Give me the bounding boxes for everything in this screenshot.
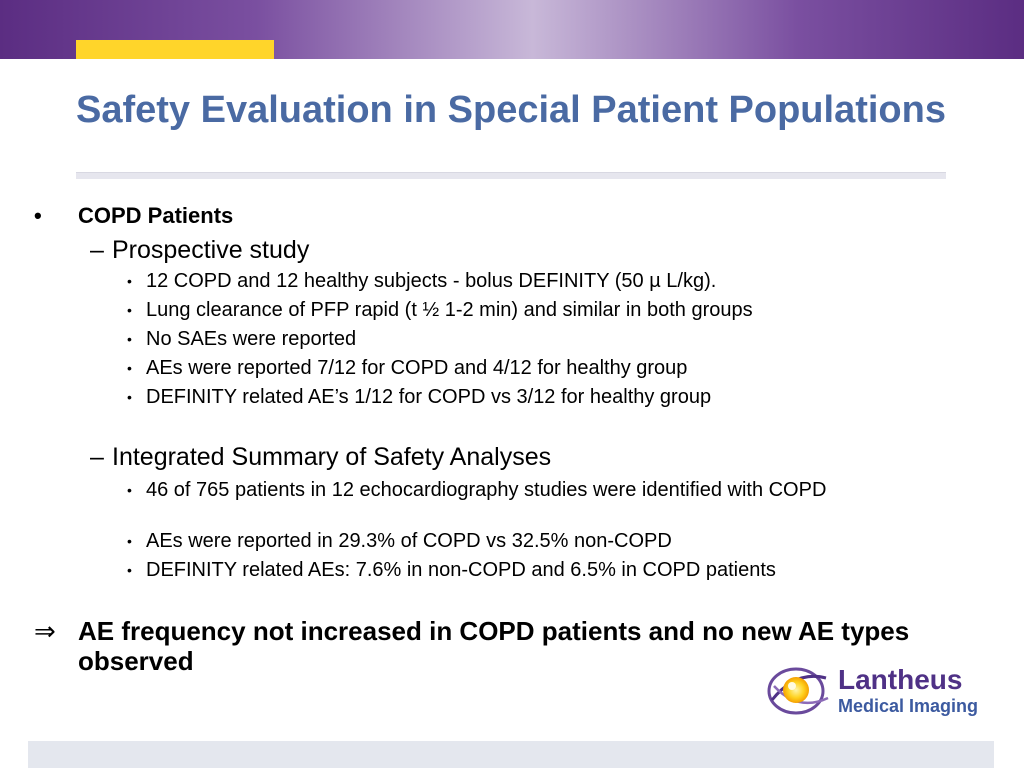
list-item: • 12 COPD and 12 healthy subjects - bolu… bbox=[127, 270, 717, 292]
logo-name: Lantheus bbox=[838, 664, 963, 695]
bullet-dot: • bbox=[127, 360, 132, 376]
bullet-dot: • bbox=[127, 482, 132, 498]
conclusion-text: AE frequency not increased in COPD patie… bbox=[78, 616, 910, 676]
slide-title: Safety Evaluation in Special Patient Pop… bbox=[76, 89, 946, 131]
list-item: • 46 of 765 patients in 12 echocardiogra… bbox=[127, 479, 827, 501]
bullet-label: COPD Patients bbox=[78, 203, 234, 228]
bullet-dot: • bbox=[127, 389, 132, 405]
bullet-dot: • bbox=[127, 302, 132, 318]
bullet-dot: • bbox=[127, 331, 132, 347]
implies-arrow-icon: ⇒ bbox=[34, 616, 56, 646]
list-item: • AEs were reported in 29.3% of COPD vs … bbox=[127, 530, 672, 552]
conclusion: ⇒ AE frequency not increased in COPD pat… bbox=[34, 616, 934, 676]
lantheus-swirl-icon bbox=[767, 667, 829, 715]
bullet-dot: • bbox=[127, 273, 132, 289]
subsection-integrated-summary: – Integrated Summary of Safety Analyses bbox=[90, 443, 551, 472]
dash-marker: – bbox=[90, 443, 104, 471]
list-item: • DEFINITY related AE’s 1/12 for COPD vs… bbox=[127, 386, 712, 408]
title-divider bbox=[76, 172, 946, 179]
accent-bar bbox=[76, 40, 274, 59]
list-item: • AEs were reported 7/12 for COPD and 4/… bbox=[127, 357, 688, 379]
list-item: • No SAEs were reported bbox=[127, 328, 357, 350]
footer-band bbox=[28, 741, 994, 768]
list-item: • Lung clearance of PFP rapid (t ½ 1-2 m… bbox=[127, 299, 753, 321]
bullet-dot: • bbox=[34, 203, 42, 228]
subsection-prospective-study: – Prospective study bbox=[90, 236, 309, 265]
subsection-label: Integrated Summary of Safety Analyses bbox=[112, 443, 552, 471]
bullet-dot: • bbox=[127, 562, 132, 578]
lantheus-logo: Lantheus Medical Imaging bbox=[766, 660, 998, 722]
subsection-label: Prospective study bbox=[112, 236, 310, 264]
bullet-dot: • bbox=[127, 533, 132, 549]
logo-tagline: Medical Imaging bbox=[838, 696, 979, 716]
dash-marker: – bbox=[90, 236, 104, 264]
list-item: • DEFINITY related AEs: 7.6% in non-COPD… bbox=[127, 559, 776, 581]
